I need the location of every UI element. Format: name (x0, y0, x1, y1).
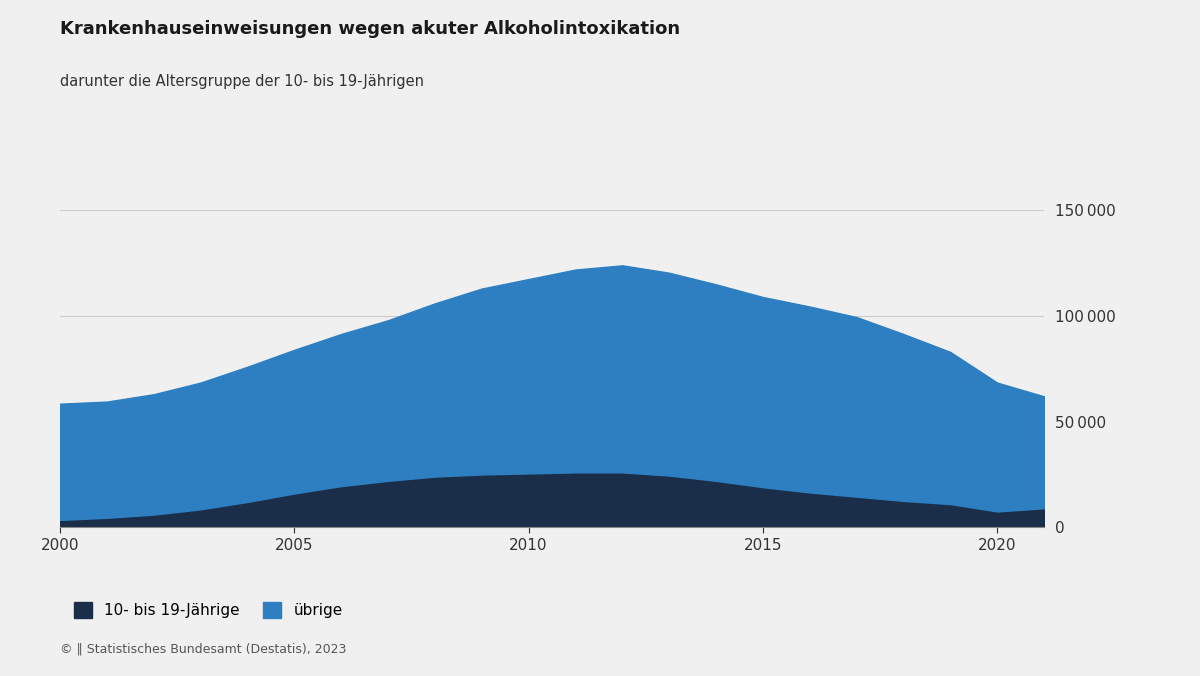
Text: © ‖ Statistisches Bundesamt (Destatis), 2023: © ‖ Statistisches Bundesamt (Destatis), … (60, 643, 347, 656)
Legend: 10- bis 19-Jährige, übrige: 10- bis 19-Jährige, übrige (67, 596, 349, 624)
Text: darunter die Altersgruppe der 10- bis 19-Jährigen: darunter die Altersgruppe der 10- bis 19… (60, 74, 424, 89)
Text: Krankenhauseinweisungen wegen akuter Alkoholintoxikation: Krankenhauseinweisungen wegen akuter Alk… (60, 20, 680, 39)
